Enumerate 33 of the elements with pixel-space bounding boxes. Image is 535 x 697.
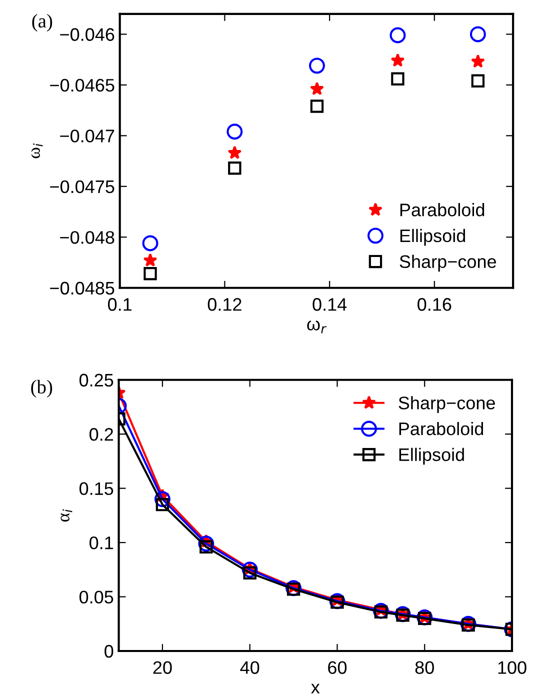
chart-title: (b) <box>31 380 52 398</box>
legend-label: Paraboloid <box>400 203 484 216</box>
legend-label: Ellipsoid <box>399 448 464 465</box>
x-tick-label: 0.12 <box>208 298 242 311</box>
y-tick-label: −0.0465 <box>50 78 114 92</box>
y-tick-label: 0.2 <box>90 428 114 441</box>
y-tick-label: −0.046 <box>60 28 114 41</box>
y-tick-label: 0.1 <box>90 536 114 550</box>
y-tick-label: −0.047 <box>60 130 114 142</box>
y-tick-label: 0 <box>104 644 114 658</box>
legend-label: Sharp−cone <box>398 396 495 413</box>
legend-label: Paraboloid <box>399 422 484 436</box>
x-tick-label: 0.14 <box>312 298 347 311</box>
y-tick-label: −0.0475 <box>50 180 114 194</box>
x-tick-label: 100 <box>498 661 526 674</box>
x-tick-label: 0.1 <box>108 298 132 311</box>
y-tick-label: 0.15 <box>79 482 114 496</box>
x-tick-label: 20 <box>153 661 172 674</box>
x-tick-label: 40 <box>240 661 260 674</box>
chart-title: (a) <box>32 14 52 32</box>
y-axis-title: α$_{i}$ <box>60 509 72 522</box>
y-tick-label: 0.25 <box>79 374 114 387</box>
x-axis-title: ω$_{r}$ <box>307 320 327 334</box>
x-tick-label: 80 <box>415 661 434 674</box>
x-axis-title: x <box>311 684 320 694</box>
x-tick-label: 0.16 <box>418 298 452 311</box>
legend-label: Sharp−cone <box>400 254 496 272</box>
y-axis-title: ω$_{i}$ <box>31 143 43 158</box>
y-tick-label: −0.0485 <box>50 282 114 295</box>
y-tick-label: 0.05 <box>79 590 114 604</box>
legend-label: Ellipsoid <box>400 228 466 246</box>
x-tick-label: 60 <box>328 661 347 674</box>
y-tick-label: −0.048 <box>60 231 114 244</box>
